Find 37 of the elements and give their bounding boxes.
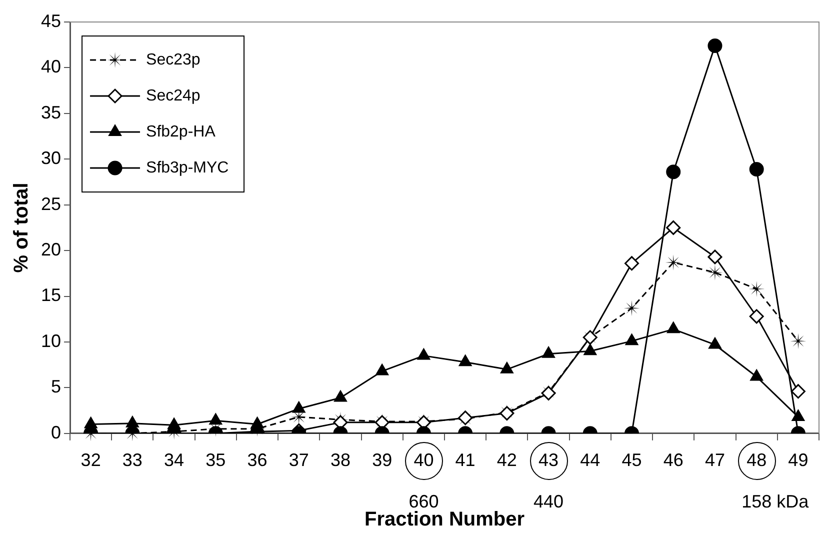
x-tick-label: 49 — [788, 450, 808, 470]
x-tick-label: 48 — [746, 450, 767, 470]
x-tick-label: 42 — [496, 450, 517, 470]
legend-label: Sfb2p-HA — [146, 123, 216, 140]
x-tick-label: 45 — [622, 450, 642, 470]
y-axis-title: % of total — [10, 182, 33, 273]
x-tick-label: 38 — [330, 450, 350, 470]
text: 158 kDa — [742, 491, 810, 512]
y-tick-label: 5 — [51, 376, 62, 397]
y-tick-label: 45 — [40, 10, 62, 31]
legend-label: Sfb3p-MYC — [146, 159, 229, 176]
x-tick-label: 32 — [80, 450, 101, 470]
x-axis-title: Fraction Number — [364, 508, 525, 531]
x-tick-label: 47 — [704, 450, 725, 470]
x-tick-label: 46 — [663, 450, 684, 470]
text: 440 — [534, 491, 564, 512]
x-tick-label: 43 — [538, 450, 559, 470]
y-tick-label: 0 — [51, 422, 62, 442]
y-tick-label: 20 — [40, 240, 62, 260]
y-tick-label: 30 — [40, 148, 62, 168]
x-tick-label: 41 — [455, 450, 476, 470]
x-tick-label: 36 — [247, 450, 268, 470]
y-tick-label: 40 — [40, 56, 62, 77]
x-tick-label: 40 — [414, 450, 434, 470]
x-tick-label: 33 — [122, 450, 142, 470]
x-tick-label: 37 — [288, 450, 309, 470]
text: 660 — [408, 491, 439, 512]
y-tick-label: 35 — [40, 102, 62, 122]
y-tick-label: 10 — [40, 330, 62, 351]
y-tick-label: 15 — [40, 285, 62, 306]
x-tick-label: 34 — [164, 450, 184, 470]
x-tick-label: 35 — [206, 450, 226, 470]
x-tick-label: 39 — [372, 450, 392, 470]
x-tick-label: 44 — [580, 450, 600, 470]
legend-label: Sec23p — [146, 51, 200, 68]
legend-label: Sec24p — [146, 87, 200, 104]
y-tick-label: 25 — [40, 194, 62, 214]
